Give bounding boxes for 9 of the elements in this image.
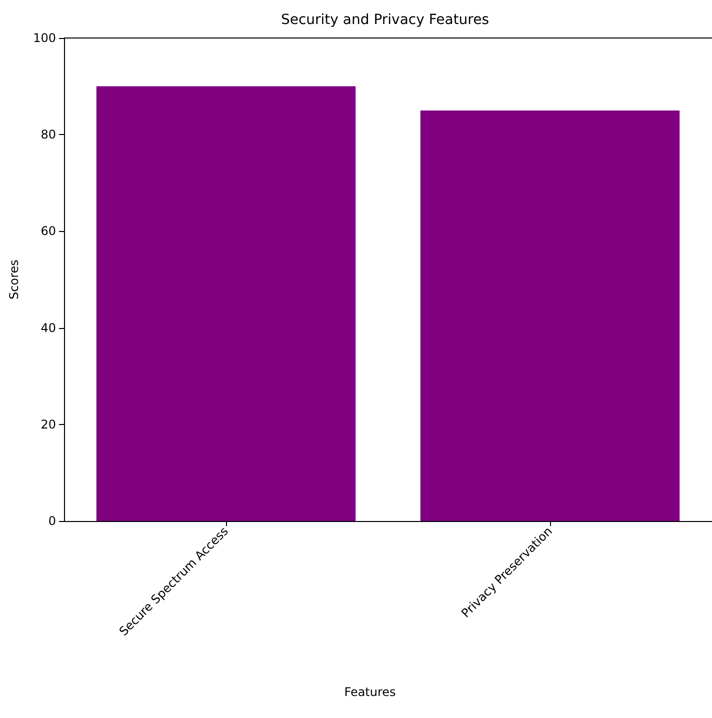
chart-title: Security and Privacy Features xyxy=(280,12,490,28)
y-tick-label: 100 xyxy=(33,31,56,45)
y-axis-title: Scores xyxy=(7,260,21,300)
y-tick-label: 0 xyxy=(48,514,56,528)
y-tick-label: 20 xyxy=(40,417,56,432)
x-axis-title: Features xyxy=(344,685,396,699)
y-tick-label: 60 xyxy=(40,224,56,238)
y-tick-label: 80 xyxy=(40,128,56,142)
y-tick-label: 40 xyxy=(40,320,56,335)
